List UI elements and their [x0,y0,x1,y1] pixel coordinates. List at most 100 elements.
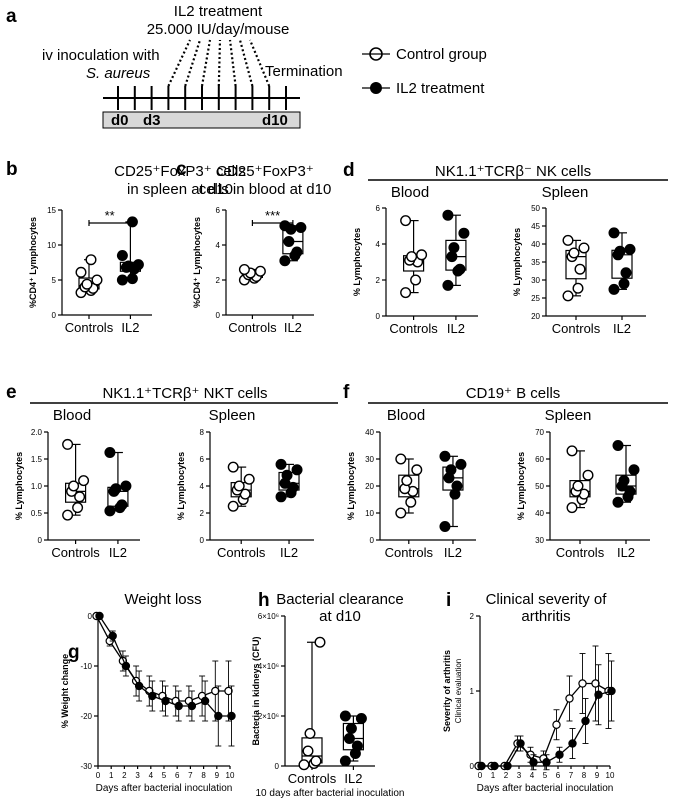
chart-title: Spleen [542,184,589,201]
x-tick-label: IL2 [280,545,298,560]
y-tick-label: 5 [52,276,57,285]
y-tick-label: 4 [200,482,205,491]
data-point-il2 [116,274,128,286]
data-point-il2 [477,761,486,771]
y-tick-label: 0 [470,762,475,771]
x-tick-label: IL2 [344,771,362,786]
data-point-control [582,469,594,481]
y-axis-label: % Lymphocytes [512,228,522,296]
y-axis-label: % Lymphocytes [14,452,24,520]
x-tick-label: Controls [65,320,114,335]
day-10-label: d10 [262,112,288,129]
data-point-control [233,480,245,492]
data-point-control [227,461,239,473]
x-tick-label: 4 [530,771,535,780]
data-point-il2 [355,713,367,725]
x-tick-label: 2 [122,771,127,780]
y-tick-label: 0 [88,612,93,621]
chart-title: Blood [387,407,425,424]
data-point-control [243,473,255,485]
data-point-control [416,249,428,261]
x-tick-label: 2 [504,771,509,780]
panel-i-label: i [446,590,451,611]
y-tick-label: 1 [470,687,475,696]
chart-title: Weight loss [124,591,201,608]
chart-d_blood: Blood 0 2 4 6 % Lymphocytes Controls IL2 [352,184,478,336]
y-axis-label: Bacteria in kidneys (CFU) [251,636,261,745]
y-tick-label: 40 [365,428,374,437]
x-tick-label: Controls [51,545,100,560]
y-tick-label: 2 [376,276,381,285]
y-tick-label: 6 [216,206,221,215]
data-point-control [238,264,250,276]
x-tick-label: 9 [215,771,220,780]
data-point-il2 [291,246,303,258]
x-tick-label: Controls [552,321,601,336]
y-axis-label: % Weight change [60,654,70,728]
data-point-control [401,475,413,487]
data-point-il2 [568,739,577,748]
termination-label: Termination [265,63,343,80]
y-tick-label: 20 [531,312,540,321]
x-tick-label: IL2 [617,545,635,560]
data-point-il2 [275,491,287,503]
data-point-control [304,728,316,740]
y-tick-label: 4×10⁶ [258,662,279,671]
data-point-il2 [442,279,454,291]
data-point-il2 [448,242,460,254]
data-point-il2 [132,259,144,271]
data-point-il2 [116,499,128,511]
treatment-dotted-line [217,39,222,87]
pathogen-label: S. aureus [86,65,151,82]
chart-title: Spleen [545,407,592,424]
x-tick-label: 8 [201,771,206,780]
data-point-il2 [279,255,291,267]
data-point-il2 [542,758,551,767]
x-tick-label: 1 [491,771,496,780]
y-tick-label: -20 [80,712,92,721]
data-point-il2 [451,480,463,492]
y-axis-label: %CD4⁺ Lymphocytes [192,217,202,308]
data-point-control [568,247,580,259]
data-point-control [68,480,80,492]
panel-e-label: e [6,382,17,403]
data-point-il2 [339,710,351,722]
data-point-il2 [454,263,466,275]
x-tick-label: IL2 [109,545,127,560]
chart-title: at d10 [319,608,361,625]
y-tick-label: 0 [38,536,43,545]
x-axis-label: Days after bacterial inoculation [96,783,233,794]
data-point-il2 [104,447,116,459]
chart-f_blood: Blood 0 10 20 30 40 % Lymphocytes Controls IL2 [346,407,476,560]
data-point-control [81,278,93,290]
y-tick-label: 45 [531,222,540,231]
y-tick-label: 2 [470,612,475,621]
data-point-control [572,282,584,294]
chart-d_spleen: Spleen 20 25 30 35 40 45 50 % Lymphocytes Control… [512,184,646,336]
box-iqr [398,474,420,498]
x-tick-label: Controls [556,545,605,560]
y-tick-label: 6×10⁶ [258,612,279,621]
y-tick-label: 6 [376,204,381,213]
data-point-il2 [95,611,104,621]
y-tick-label: -30 [80,762,92,771]
data-point-control [566,445,578,457]
x-tick-label: 5 [162,771,167,780]
data-point-control [75,266,87,278]
data-point-control [578,679,587,688]
y-tick-label: 40 [535,509,544,518]
y-tick-label: 2 [200,509,205,518]
data-point-il2 [516,739,525,748]
data-point-il2 [174,701,183,711]
y-axis-sublabel: Clinical evaluation [454,659,463,723]
data-point-il2 [490,761,499,771]
data-point-control [562,234,574,246]
y-tick-label: 4 [216,241,221,250]
treatment-dotted-line [248,39,271,87]
chart-title: Blood [53,407,91,424]
y-tick-label: 30 [535,536,544,545]
y-tick-label: 15 [47,206,56,215]
treatment-dose: 25.000 IU/day/mouse [147,21,290,38]
data-point-control [395,507,407,519]
